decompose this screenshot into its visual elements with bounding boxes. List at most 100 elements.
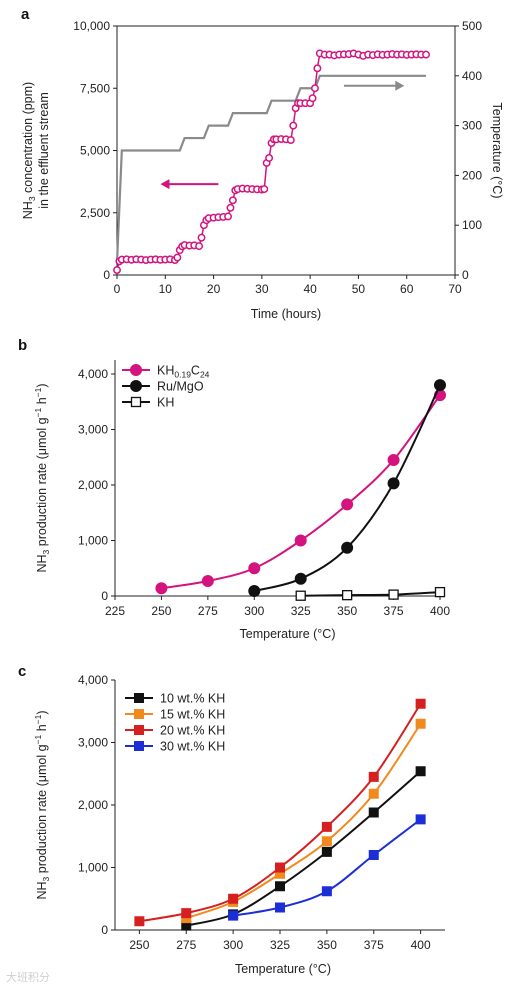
panel-c-point [368,807,379,818]
panel-c-point [321,846,332,857]
panel-c-legend-label: 15 wt.% KH [160,708,225,722]
panel-b-point [294,534,307,547]
panel-b-point [341,498,354,511]
panel-b-xtick-label: 250 [151,604,171,618]
panel-b-xtick-label: 275 [198,604,218,618]
panel-b-legend-label: KH [157,396,174,410]
panel-b-legend-label-part: 24 [200,370,210,380]
panel-c-series-line [232,818,422,917]
panel-c-legend-label: 20 wt.% KH [160,724,225,738]
panel-b-xtick-label: 300 [244,604,264,618]
panel-c-point [321,886,332,897]
panel-c-xtick-label: 300 [223,938,243,952]
panel-a-xtick-label: 20 [207,282,221,296]
panel-c-point [275,881,285,892]
panel-c-point [415,766,426,777]
panel-a-temperature-line [115,74,427,263]
panel-c-point [275,902,285,913]
panel-b-ytick-label: 0 [101,589,108,603]
panel-b-legend-label: Ru/MgO [157,380,204,394]
panel-a-xtick-label: 70 [448,282,462,296]
panel-a-ytick-right-label: 500 [462,19,482,33]
panel-b-point [155,582,168,595]
panel-c-legend-label: 10 wt.% KH [160,692,225,706]
panel-c-ytick-label: 4,000 [78,673,108,687]
panel-a-xtick-label: 10 [159,282,173,296]
panel-b-ylabel-part: production rate (μmol g [35,417,49,549]
panel-c-point [181,908,192,919]
panel-a-nh3-point [228,196,237,205]
panel-a-ytick-right-label: 100 [462,218,482,232]
panel-a-xtick-label: 50 [352,282,366,296]
panel-a-ylabel-left-line2: in the effluent stream [37,92,51,209]
panel-c-legend-marker [134,725,144,735]
panel-c-point [321,821,332,832]
panel-b-ylabel: NH3 production rate (μmol g−1 h−1) [33,383,51,572]
panel-b-point [294,572,307,585]
panel-b-series-line [254,384,441,592]
panel-a-ytick-left-label: 7,500 [80,81,110,95]
panel-c-xtick-label: 325 [270,938,290,952]
panel-a-ylabel-left-part: concentration (ppm) [21,82,35,197]
panel-a: a0 10 20 30 40 50 60 7002,5005,0007,50010,00001… [21,6,504,321]
panel-c-point [415,814,426,825]
panel-c-xlabel: Temperature (°C) [235,962,331,976]
panel-b-ylabel-part: NH [35,554,49,572]
panel-b-ylabel-part: 3 [41,549,51,554]
panel-b-legend-marker [130,396,142,408]
panel-a-xtick-label: 40 [303,282,317,296]
panel-b-legend-label: KH0.19C24 [157,364,210,380]
panel-a-nh3-point [308,94,317,103]
panel-b-xtick-label: 325 [291,604,311,618]
panel-b-legend-label-part: 0.19 [174,370,191,380]
panel-b-xtick-label: 400 [430,604,450,618]
panel-b-series-line [161,394,441,590]
panel-a-ytick-right-label: 0 [462,268,469,282]
panel-a-nh3-point [311,84,319,93]
panel-c-legend-marker [134,693,144,703]
panel-b-point [248,585,261,598]
panel-a-ytick-left-label: 0 [103,268,110,282]
panel-a-xtick-label: 60 [400,282,414,296]
panel-b: b 225 250 275 300 325 350 375 400 0 1,000 2,000 3,00… [18,337,450,641]
panel-c-ylabel-part: −1 [33,714,43,724]
panel-c-ylabel-part: 3 [41,876,51,881]
panel-b-legend-label-part: KH [157,396,174,410]
panel-a-ylabel-right: Temperature (°C) [490,103,504,199]
panel-c-point [228,893,239,904]
panel-c-point [368,788,379,799]
panel-b-ytick-label: 4,000 [78,367,108,381]
panel-c-legend-marker [134,741,144,751]
panel-c-xtick-label: 275 [176,938,196,952]
watermark: 大班积分 [6,970,50,984]
panel-a-nh3-point [422,50,430,59]
panel-a-nh3-point [286,136,295,144]
panel-b-ylabel-part: −1 [33,387,43,397]
panel-c-xtick-label: 375 [364,938,384,952]
panel-c-point [134,916,145,927]
panel-a-arrow-left-head [160,179,170,190]
panel-a-ytick-right-label: 300 [462,119,482,133]
panel-c-ytick-label: 0 [101,923,108,937]
panel-c-point [228,910,239,921]
panel-a-nh3-point [226,203,235,212]
panel-b-point [248,562,261,575]
panel-b-point [388,589,399,600]
panel-b-legend-marker [130,380,142,392]
panel-a-ylabel-left-part: 3 [27,196,37,201]
panel-b-ytick-label: 2,000 [78,478,108,492]
panel-b-series-line [300,591,441,597]
panel-c-ylabel: NH3 production rate (μmol g−1 h−1) [33,710,51,899]
panel-a-ylabel-left: NH3 concentration (ppm) [21,82,37,219]
panel-b-point [341,541,354,554]
panel-b-xtick-label: 375 [384,604,404,618]
panel-a-xlabel: Time (hours) [251,307,321,321]
panel-a-nh3-point [195,242,204,251]
panel-a-xtick-label: 30 [255,282,269,296]
panel-a-ytick-left-label: 10,000 [73,19,110,33]
panel-a-xtick-label: 0 [114,282,121,296]
panel-c-ylabel-part: −1 [33,735,43,745]
panel-c-xtick-label: 400 [411,938,431,952]
panel-b-ylabel-part: −1 [33,408,43,418]
